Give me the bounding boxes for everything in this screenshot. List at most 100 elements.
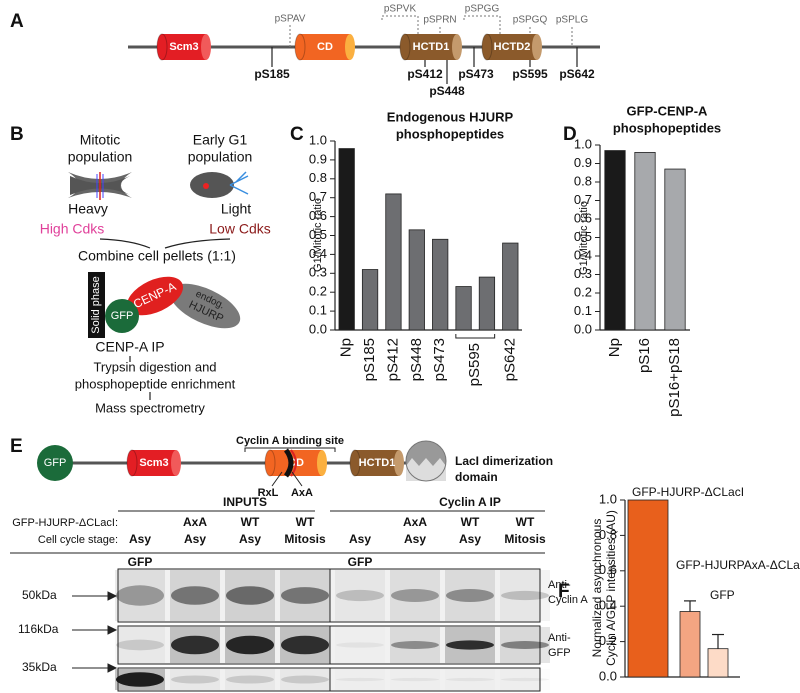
stage-label: Asy [184, 532, 206, 546]
label: GFP [111, 310, 134, 322]
y-tick-label: 0.4 [599, 598, 617, 613]
blot-lane [115, 627, 165, 663]
y-axis-label: G1/Mitotic ratio [578, 201, 590, 275]
blot-band [281, 587, 329, 604]
site: pS448 [429, 84, 465, 98]
domain-body [487, 34, 537, 60]
label: Mass spectrometry [95, 400, 205, 415]
western-blot [115, 568, 550, 692]
label: population [68, 149, 133, 165]
y-tick-label: 0.7 [574, 192, 592, 207]
label: domain [455, 470, 498, 484]
domain-cap [399, 33, 411, 61]
label: Light [221, 201, 251, 217]
y-tick-label: 0.8 [309, 170, 327, 185]
construct-label: AxA [183, 515, 207, 529]
stage-label: Asy [129, 532, 151, 546]
blot-band [501, 641, 549, 649]
antibody: Cyclin A [548, 594, 588, 606]
label: phosphopeptide enrichment [75, 376, 236, 391]
x-tick-label: pS473 [431, 338, 448, 381]
lacI-shape [405, 440, 447, 482]
label: Heavy [68, 201, 108, 217]
label: CENP-A IP [95, 339, 164, 355]
lane-labels: Asy AxA Asy WT Asy WT Mitosis Asy AxA Asy WT Asy WT M… [129, 515, 546, 546]
domain-body [162, 34, 206, 60]
bar [478, 276, 496, 331]
blot-lane [280, 669, 330, 690]
label: Low Cdks [209, 221, 270, 237]
domain-cap [345, 34, 355, 60]
lane-label: GFP [348, 555, 373, 569]
domain-cap [294, 33, 306, 61]
blot-band [226, 675, 274, 684]
y-tick-label: 0.1 [309, 303, 327, 318]
marker: 116kDa [18, 622, 59, 636]
x-tick-label: pS185 [361, 338, 378, 381]
cell-icon [190, 171, 249, 198]
y-tick-label: 0.2 [574, 284, 592, 299]
blot-band [336, 642, 384, 648]
x-tick-label: Np [338, 338, 355, 357]
construct-label: WT [241, 515, 260, 529]
cenpa-shape [126, 276, 184, 316]
group-label: Cyclin A IP [439, 495, 501, 509]
domain-cap [481, 33, 493, 61]
panel-label: C [290, 124, 304, 145]
y-tick-label: 0.4 [574, 247, 592, 262]
y-tick-label: 0.5 [309, 227, 327, 242]
domain-body [405, 34, 457, 60]
arrows [99, 238, 231, 400]
label: LacI dimerization [455, 454, 553, 468]
y-tick-label: 0.8 [599, 527, 617, 542]
label: Trypsin digestion and [93, 359, 216, 374]
y-tick-label: 1.0 [309, 132, 327, 147]
x-tick-label: pS595 [466, 343, 483, 386]
blot-band [391, 641, 439, 649]
blot-lane [225, 669, 275, 690]
stage-label: Mitosis [504, 532, 546, 546]
blot-lane [115, 570, 165, 621]
y-tick-label: 0.9 [574, 155, 592, 170]
motif: pSPGG [465, 4, 500, 15]
chromosome-icon [68, 172, 132, 200]
blot-band [501, 677, 549, 682]
site: pS473 [458, 67, 494, 81]
label: GFP [44, 457, 67, 469]
antibody: Anti- [548, 632, 571, 644]
domain-cap [349, 449, 361, 477]
bar-annotation: GFP-HJURPAxA-ΔCLacI [676, 558, 800, 572]
domain-label: Scm3 [139, 457, 168, 469]
x-tick-label: pS448 [408, 338, 425, 381]
y-tick-label: 0.8 [574, 173, 592, 188]
bar [634, 151, 656, 331]
x-tick-label: Np [606, 338, 623, 357]
marker: 50kDa [22, 588, 57, 602]
blot-band [281, 675, 329, 684]
blot-band [501, 590, 549, 601]
domains: Scm3 CD HCTD1 [126, 448, 404, 478]
bar [408, 229, 425, 331]
antibody: GFP [548, 647, 571, 659]
bar [627, 499, 669, 678]
row-label: Cell cycle stage: [38, 534, 118, 546]
domain-label: CD [317, 41, 333, 53]
domain-cap [264, 449, 276, 477]
y-tick-label: 0.2 [599, 633, 617, 648]
blot-band [226, 586, 274, 605]
y-tick-label: 0.3 [574, 266, 592, 281]
panel-label: E [10, 436, 23, 457]
bracket [244, 447, 336, 452]
row-label: GFP-HJURP-ΔCLacI: [12, 517, 118, 529]
domain-cap [171, 450, 181, 476]
site: pS185 [254, 67, 290, 81]
y-tick-label: 0.0 [599, 668, 617, 683]
stage-label: Asy [239, 532, 261, 546]
blot-band [116, 639, 164, 651]
domain-cap [317, 450, 327, 476]
bar [338, 148, 355, 331]
construct-label: AxA [403, 515, 427, 529]
motif: pSPVK [384, 4, 417, 15]
gfp-shape [37, 445, 73, 481]
